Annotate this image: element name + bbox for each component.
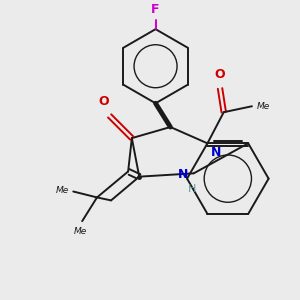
Text: F: F: [151, 3, 160, 16]
Text: Me: Me: [256, 102, 270, 111]
Text: N: N: [177, 168, 188, 181]
Text: Me: Me: [56, 185, 69, 194]
Text: O: O: [215, 68, 225, 81]
Text: N: N: [210, 146, 221, 159]
Text: O: O: [98, 95, 109, 109]
Text: Me: Me: [74, 227, 87, 236]
Text: H: H: [188, 184, 196, 194]
